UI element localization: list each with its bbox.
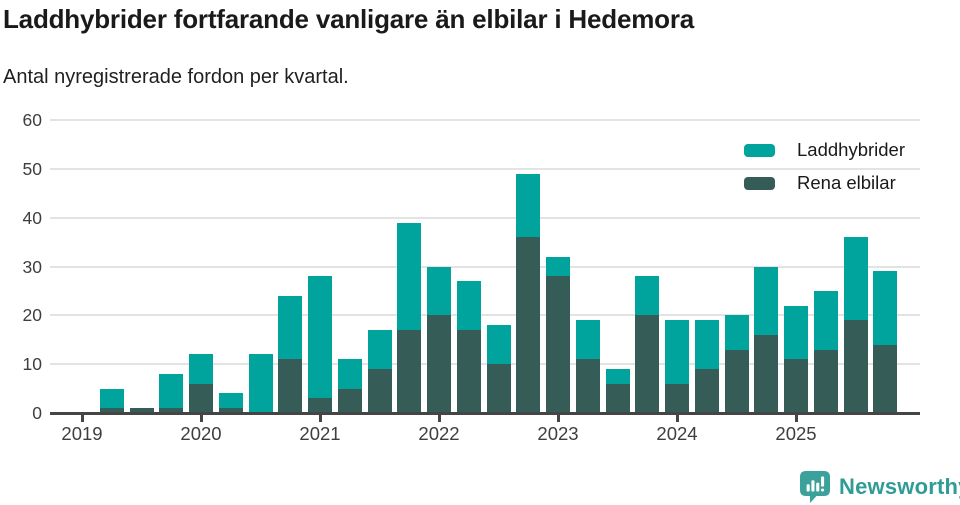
bar-segment-rena-elbilar[interactable] xyxy=(843,320,868,413)
bar-segment-rena-elbilar[interactable] xyxy=(516,237,541,413)
x-axis-tick xyxy=(318,415,322,422)
bar-segment-laddhybrider[interactable] xyxy=(873,271,898,345)
newsworthy-brand[interactable]: Newsworthy xyxy=(799,470,960,504)
x-axis-year-label: 2020 xyxy=(180,423,222,444)
x-axis-tick xyxy=(199,415,203,422)
bar-segment-laddhybrider[interactable] xyxy=(218,393,243,409)
bar-segment-laddhybrider[interactable] xyxy=(754,266,779,335)
chart-title: Laddhybrider fortfarande vanligare än el… xyxy=(3,4,694,34)
legend: Laddhybrider Rena elbilar xyxy=(744,139,905,205)
y-gridline-40 xyxy=(50,216,920,219)
bar-segment-laddhybrider[interactable] xyxy=(516,173,541,238)
x-axis-year-label: 2021 xyxy=(299,423,341,444)
bar-segment-rena-elbilar[interactable] xyxy=(605,383,630,413)
x-axis-tick xyxy=(437,415,441,422)
bar-segment-laddhybrider[interactable] xyxy=(635,276,660,316)
bar-segment-rena-elbilar[interactable] xyxy=(694,369,719,413)
bar-segment-laddhybrider[interactable] xyxy=(308,276,332,399)
bar-segment-rena-elbilar[interactable] xyxy=(129,408,154,413)
bar-segment-rena-elbilar[interactable] xyxy=(397,329,422,413)
x-axis-year-label: 2025 xyxy=(775,423,817,444)
x-axis-tick xyxy=(556,415,560,422)
y-gridline-20 xyxy=(50,314,920,317)
bar-segment-laddhybrider[interactable] xyxy=(605,369,630,384)
bar-segment-rena-elbilar[interactable] xyxy=(635,315,660,413)
bar-segment-rena-elbilar[interactable] xyxy=(546,276,570,413)
legend-swatch-laddhybrider xyxy=(744,143,775,157)
newsworthy-logo-icon xyxy=(800,471,830,503)
bar-segment-laddhybrider[interactable] xyxy=(724,315,749,350)
y-axis-tick-label: 20 xyxy=(22,305,42,326)
legend-label-rena-elbilar: Rena elbilar xyxy=(797,172,896,193)
x-axis-line xyxy=(50,412,920,415)
bar-segment-laddhybrider[interactable] xyxy=(784,305,808,360)
y-axis-tick-label: 60 xyxy=(22,110,42,130)
y-gridline-50 xyxy=(50,167,920,170)
bar-segment-laddhybrider[interactable] xyxy=(813,290,838,350)
bar-segment-rena-elbilar[interactable] xyxy=(754,334,779,413)
bar-segment-rena-elbilar[interactable] xyxy=(575,359,600,413)
bar-segment-laddhybrider[interactable] xyxy=(486,325,511,365)
bar-segment-rena-elbilar[interactable] xyxy=(813,349,838,413)
bar-segment-rena-elbilar[interactable] xyxy=(427,315,451,413)
bar-segment-rena-elbilar[interactable] xyxy=(308,398,332,413)
bar-segment-rena-elbilar[interactable] xyxy=(486,364,511,413)
bar-segment-laddhybrider[interactable] xyxy=(665,320,689,384)
bar-segment-laddhybrider[interactable] xyxy=(189,354,213,384)
x-axis-year-label: 2024 xyxy=(656,423,698,444)
bar-segment-rena-elbilar[interactable] xyxy=(456,329,481,413)
y-axis-tick-label: 30 xyxy=(22,256,42,277)
y-gridline-10 xyxy=(50,363,920,366)
y-axis-tick-label: 50 xyxy=(22,158,42,179)
x-axis-tick xyxy=(80,415,84,422)
newsworthy-logo-text: Newsworthy xyxy=(839,474,960,499)
bar-segment-laddhybrider[interactable] xyxy=(99,388,124,409)
bar-segment-rena-elbilar[interactable] xyxy=(159,408,184,413)
bar-segment-laddhybrider[interactable] xyxy=(278,295,303,360)
y-axis-tick-label: 0 xyxy=(32,403,42,423)
legend-label-laddhybrider: Laddhybrider xyxy=(797,139,905,160)
bar-segment-rena-elbilar[interactable] xyxy=(873,344,898,413)
bar-segment-rena-elbilar[interactable] xyxy=(367,369,392,413)
bar-segment-rena-elbilar[interactable] xyxy=(337,388,362,413)
bar-segment-laddhybrider[interactable] xyxy=(397,222,422,330)
legend-swatch-rena-elbilar xyxy=(744,176,775,190)
bar-segment-laddhybrider[interactable] xyxy=(159,373,184,409)
x-axis-year-label: 2019 xyxy=(61,423,103,444)
bar-segment-rena-elbilar[interactable] xyxy=(278,359,303,413)
bar-segment-rena-elbilar[interactable] xyxy=(784,359,808,413)
bar-segment-rena-elbilar[interactable] xyxy=(218,408,243,413)
x-axis-year-label: 2022 xyxy=(418,423,460,444)
bar-segment-laddhybrider[interactable] xyxy=(456,281,481,330)
bar-segment-laddhybrider[interactable] xyxy=(248,354,273,413)
legend-item-rena-elbilar[interactable]: Rena elbilar xyxy=(744,172,905,194)
bar-segment-laddhybrider[interactable] xyxy=(546,256,570,277)
chart-subtitle: Antal nyregistrerade fordon per kvartal. xyxy=(3,66,349,88)
x-axis-tick xyxy=(675,415,679,422)
bar-segment-laddhybrider[interactable] xyxy=(843,237,868,321)
bar-segment-laddhybrider[interactable] xyxy=(427,266,451,316)
x-axis-year-label: 2023 xyxy=(537,423,579,444)
bar-segment-rena-elbilar[interactable] xyxy=(99,408,124,413)
y-axis-tick-label: 40 xyxy=(22,207,42,228)
y-gridline-60 xyxy=(50,119,920,121)
bar-segment-laddhybrider[interactable] xyxy=(367,329,392,370)
y-gridline-30 xyxy=(50,265,920,268)
bar-segment-laddhybrider[interactable] xyxy=(575,320,600,360)
bar-segment-rena-elbilar[interactable] xyxy=(665,383,689,413)
bar-segment-rena-elbilar[interactable] xyxy=(724,349,749,413)
x-axis-tick xyxy=(794,415,798,422)
legend-item-laddhybrider[interactable]: Laddhybrider xyxy=(744,139,905,161)
bar-segment-rena-elbilar[interactable] xyxy=(189,383,213,413)
bar-segment-laddhybrider[interactable] xyxy=(337,359,362,389)
bar-segment-laddhybrider[interactable] xyxy=(694,320,719,370)
y-axis-tick-label: 10 xyxy=(22,354,42,375)
